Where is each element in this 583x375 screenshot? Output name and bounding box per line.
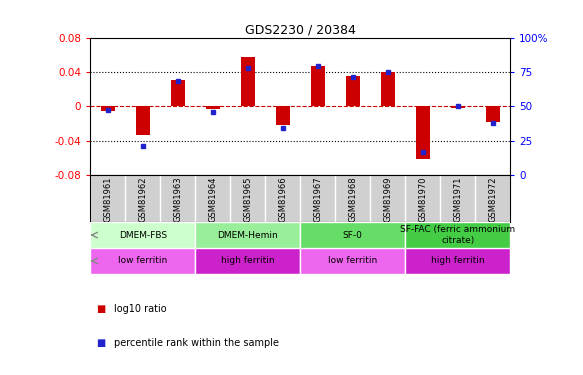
Text: GSM81969: GSM81969 [383, 177, 392, 222]
Bar [206, 106, 220, 109]
Bar [276, 106, 290, 125]
Text: GSM81970: GSM81970 [418, 177, 427, 222]
Bar [451, 106, 465, 108]
Bar [136, 106, 150, 135]
Text: low ferritin: low ferritin [328, 256, 377, 265]
Text: GSM81972: GSM81972 [488, 177, 497, 222]
Bar [416, 106, 430, 159]
Bar [90, 248, 195, 274]
Text: ■: ■ [96, 304, 106, 314]
Text: DMEM-FBS: DMEM-FBS [119, 231, 167, 240]
Text: high ferritin: high ferritin [431, 256, 484, 265]
Bar [381, 72, 395, 106]
Bar [486, 106, 500, 122]
Bar [300, 248, 405, 274]
Text: low ferritin: low ferritin [118, 256, 167, 265]
Text: GSM81961: GSM81961 [103, 177, 113, 222]
Text: GSM81968: GSM81968 [348, 177, 357, 222]
Text: DMEM-Hemin: DMEM-Hemin [217, 231, 278, 240]
Bar [101, 106, 115, 111]
Bar [90, 222, 195, 248]
Text: GSM81965: GSM81965 [243, 177, 252, 222]
Text: percentile rank within the sample: percentile rank within the sample [114, 338, 279, 348]
Text: GSM81964: GSM81964 [208, 177, 217, 222]
Text: SF-FAC (ferric ammonium
citrate): SF-FAC (ferric ammonium citrate) [400, 225, 515, 245]
Bar [405, 248, 510, 274]
Bar [171, 80, 185, 106]
Bar [195, 248, 300, 274]
Text: ■: ■ [96, 338, 106, 348]
Bar [405, 222, 510, 248]
Text: SF-0: SF-0 [343, 231, 363, 240]
Text: GSM81971: GSM81971 [453, 177, 462, 222]
Bar [300, 222, 405, 248]
Bar [311, 66, 325, 106]
Bar [346, 76, 360, 106]
Bar [241, 57, 255, 106]
Text: GSM81963: GSM81963 [173, 177, 182, 222]
Text: GSM81962: GSM81962 [138, 177, 147, 222]
Text: high ferritin: high ferritin [221, 256, 275, 265]
Text: GSM81967: GSM81967 [313, 177, 322, 222]
Title: GDS2230 / 20384: GDS2230 / 20384 [245, 23, 356, 36]
Text: GSM81966: GSM81966 [278, 177, 287, 222]
Text: log10 ratio: log10 ratio [114, 304, 166, 314]
Bar [195, 222, 300, 248]
